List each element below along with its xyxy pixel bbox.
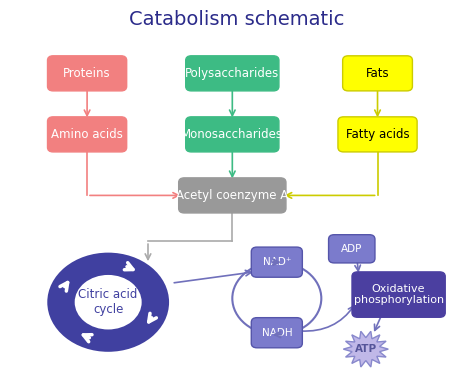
Polygon shape — [343, 331, 388, 367]
Circle shape — [47, 253, 169, 352]
FancyBboxPatch shape — [47, 56, 127, 91]
Text: NADH: NADH — [262, 328, 292, 338]
Text: Monosaccharides: Monosaccharides — [182, 128, 283, 141]
FancyBboxPatch shape — [179, 178, 286, 213]
Text: Fats: Fats — [366, 67, 389, 80]
FancyBboxPatch shape — [338, 117, 417, 152]
Text: NAD⁺: NAD⁺ — [263, 257, 291, 267]
Text: Citric acid
cycle: Citric acid cycle — [79, 288, 138, 316]
Text: Amino acids: Amino acids — [51, 128, 123, 141]
FancyBboxPatch shape — [186, 56, 279, 91]
FancyBboxPatch shape — [251, 247, 302, 277]
Text: Catabolism schematic: Catabolism schematic — [129, 10, 345, 29]
Text: Polysaccharides: Polysaccharides — [185, 67, 280, 80]
Text: Proteins: Proteins — [64, 67, 111, 80]
FancyBboxPatch shape — [47, 117, 127, 152]
Text: Acetyl coenzyme A: Acetyl coenzyme A — [176, 189, 289, 202]
Circle shape — [75, 275, 142, 329]
FancyBboxPatch shape — [328, 235, 375, 263]
FancyBboxPatch shape — [186, 117, 279, 152]
Text: ADP: ADP — [341, 244, 363, 254]
Text: Fatty acids: Fatty acids — [346, 128, 410, 141]
FancyBboxPatch shape — [352, 272, 445, 317]
FancyBboxPatch shape — [251, 318, 302, 348]
FancyBboxPatch shape — [343, 56, 412, 91]
Text: ATP: ATP — [355, 344, 377, 354]
Text: Oxidative
phosphorylation: Oxidative phosphorylation — [354, 284, 444, 305]
